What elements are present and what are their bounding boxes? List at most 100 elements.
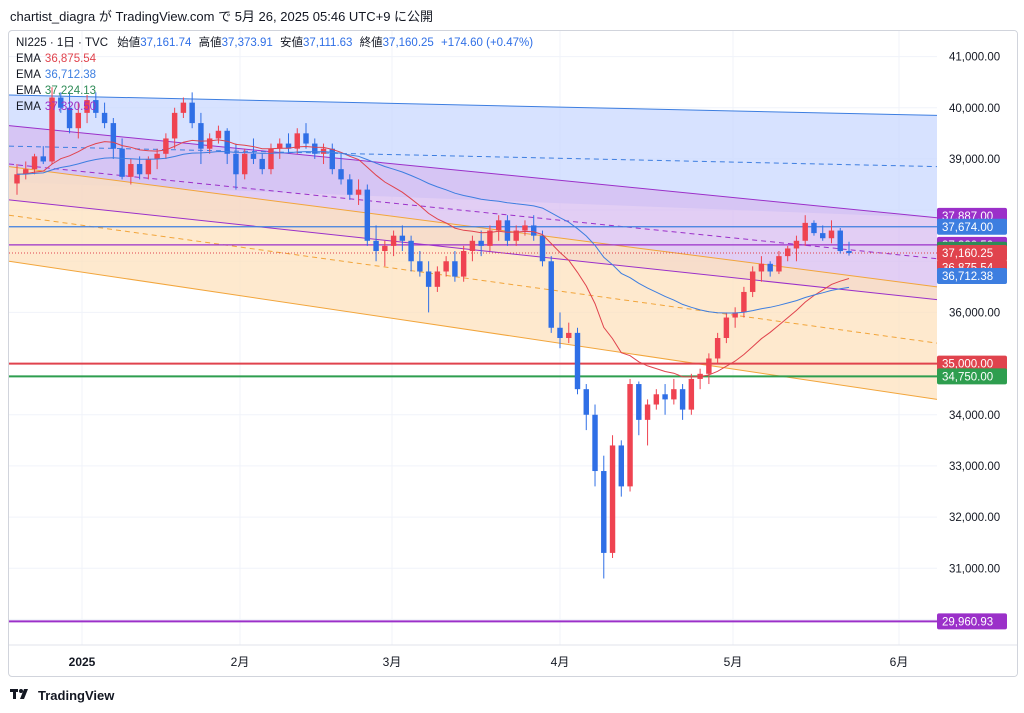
x-tick-label: 5月: [724, 655, 743, 669]
candle-body: [241, 153, 248, 175]
channel-midline: [9, 214, 938, 344]
candle-body: [618, 445, 625, 487]
candle-body: [417, 261, 423, 272]
ema-label: EMA: [16, 101, 41, 113]
ema-row-3[interactable]: EMA 37,224.13: [16, 83, 533, 99]
candle-body: [347, 179, 353, 195]
candle-body: [566, 332, 572, 338]
candle-body: [776, 256, 782, 272]
price-label-text: 36,712.38: [942, 271, 993, 283]
ema-value: 37,224.13: [44, 85, 97, 97]
ema-line: [16, 150, 850, 314]
candle-body: [425, 271, 432, 287]
tradingview-logo-icon: [10, 688, 32, 703]
candle-body: [653, 394, 660, 405]
chart-frame[interactable]: 41,000.00 40,000.00 39,000.00 36,000.00 34,0…: [8, 30, 1018, 677]
candle-body: [627, 384, 633, 487]
candle-body: [408, 240, 414, 262]
ema-row-2[interactable]: EMA 36,712.38: [16, 67, 533, 83]
x-tick-label: 6月: [890, 655, 909, 669]
candle-body: [390, 235, 397, 246]
candle-body: [268, 148, 274, 170]
candle-body: [119, 148, 125, 177]
low-value: 37,111.63: [302, 37, 353, 49]
candle-body: [820, 233, 826, 239]
candle-body: [382, 245, 388, 252]
candle-body: [285, 143, 292, 149]
ema-row-4[interactable]: EMA 37,320.50: [16, 99, 533, 115]
candle-body: [294, 133, 300, 149]
candle-body: [741, 291, 747, 313]
x-tick-label: 4月: [551, 655, 570, 669]
candle-body: [49, 97, 55, 162]
candle-body: [828, 230, 835, 239]
candle-body: [662, 394, 668, 400]
candle-body: [250, 153, 257, 159]
candle-body: [469, 240, 476, 252]
candle-body: [110, 123, 117, 149]
ohlc-row: NI225 · 1日 · TVC 始値37,161.74 高値37,373.91…: [16, 35, 533, 51]
candle-body: [706, 358, 712, 374]
price-label-badge: [937, 613, 1007, 630]
footer-brand-text: TradingView: [38, 688, 115, 703]
chart-legend: NI225 · 1日 · TVC 始値37,161.74 高値37,373.91…: [16, 35, 533, 115]
ema-label: EMA: [16, 69, 41, 81]
candle-body: [101, 112, 108, 124]
symbol-label[interactable]: NI225 · 1日 · TVC: [16, 37, 109, 49]
candle-body: [767, 263, 773, 272]
candle-body: [811, 222, 817, 234]
channel-line: [9, 94, 938, 116]
candle-body: [846, 251, 852, 254]
candle-body: [837, 230, 843, 252]
candle-body: [277, 143, 283, 149]
y-tick-label: 34,000.00: [949, 410, 1000, 422]
candle-body: [495, 220, 502, 231]
price-label-text: 34,750.00: [942, 371, 993, 383]
candle-body: [233, 153, 239, 175]
candle-body: [338, 169, 344, 180]
close-label: 終値: [359, 37, 383, 49]
candle-body: [548, 261, 554, 328]
candle-body: [434, 271, 441, 287]
candle-body: [539, 235, 546, 262]
price-chart[interactable]: 41,000.00 40,000.00 39,000.00 36,000.00 34,0…: [9, 31, 1017, 676]
ema-value: 36,712.38: [44, 69, 97, 81]
candle-body: [84, 100, 90, 113]
price-label-badge: [937, 355, 1007, 372]
price-label-text: 37,160.25: [942, 248, 993, 260]
x-tick-label: 3月: [383, 655, 402, 669]
ema-value: 36,875.54: [44, 53, 97, 65]
candle-body: [784, 248, 791, 257]
open-label: 始値: [117, 37, 141, 49]
x-tick-label: 2025: [69, 655, 96, 669]
candle-body: [749, 271, 756, 292]
candle-body: [66, 107, 73, 129]
footer-brand: TradingView: [10, 688, 114, 703]
candle-body: [31, 156, 38, 170]
candle-body: [802, 222, 808, 241]
price-label-badge: [937, 218, 1007, 235]
candle-body: [259, 158, 265, 170]
publish-header: chartist_diagra が TradingView.com で 5月 2…: [10, 9, 434, 24]
price-label-badge: [937, 368, 1007, 385]
y-tick-label: 39,000.00: [949, 154, 1000, 166]
x-tick-label: 2月: [231, 655, 250, 669]
candle-body: [206, 138, 213, 149]
low-label: 安値: [279, 37, 303, 49]
candle-body: [793, 240, 800, 249]
candle-body: [487, 230, 493, 246]
high-label: 高値: [198, 37, 222, 49]
ema-row-1[interactable]: EMA 36,875.54: [16, 51, 533, 67]
candle-body: [583, 389, 589, 415]
y-tick-label: 40,000.00: [949, 103, 1000, 115]
candle-body: [679, 389, 686, 410]
candle-body: [40, 156, 46, 162]
change-value: +174.60 (+0.47%): [441, 37, 534, 49]
candle-body: [671, 389, 677, 400]
candle-body: [355, 189, 362, 195]
candle-body: [145, 158, 152, 175]
purple-channel: [9, 125, 937, 300]
candle-body: [609, 445, 616, 553]
candle-body: [93, 100, 99, 113]
candle-body: [522, 225, 528, 231]
